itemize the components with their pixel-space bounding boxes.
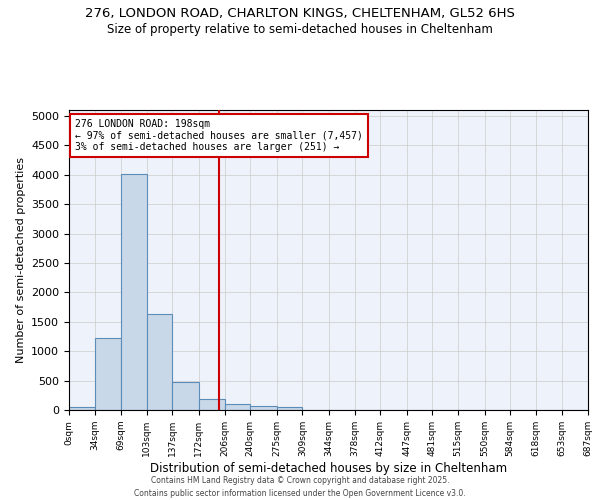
Text: Size of property relative to semi-detached houses in Cheltenham: Size of property relative to semi-detach… (107, 22, 493, 36)
Bar (250, 406, 277, 410)
Bar (172, 382, 199, 410)
Bar (121, 174, 147, 410)
Bar (95, 338, 121, 410)
Text: Contains HM Land Registry data © Crown copyright and database right 2025.
Contai: Contains HM Land Registry data © Crown c… (134, 476, 466, 498)
Bar (69, 407, 95, 410)
Text: 276 LONDON ROAD: 198sqm
← 97% of semi-detached houses are smaller (7,457)
3% of : 276 LONDON ROAD: 198sqm ← 97% of semi-de… (75, 119, 363, 152)
Bar (277, 407, 302, 410)
Bar (199, 399, 224, 410)
Text: 276, LONDON ROAD, CHARLTON KINGS, CHELTENHAM, GL52 6HS: 276, LONDON ROAD, CHARLTON KINGS, CHELTE… (85, 8, 515, 20)
X-axis label: Distribution of semi-detached houses by size in Cheltenham: Distribution of semi-detached houses by … (150, 462, 507, 474)
Y-axis label: Number of semi-detached properties: Number of semi-detached properties (16, 157, 26, 363)
Bar (147, 314, 172, 410)
Bar (224, 404, 250, 410)
